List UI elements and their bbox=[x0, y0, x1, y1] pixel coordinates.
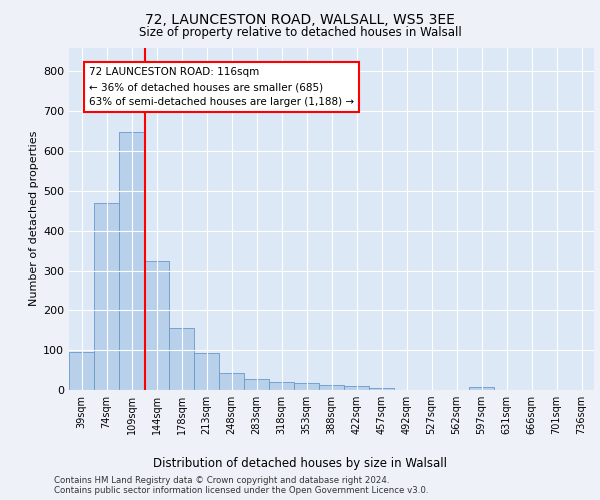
Text: Distribution of detached houses by size in Walsall: Distribution of detached houses by size … bbox=[153, 458, 447, 470]
Bar bbox=[244, 379, 269, 390]
Bar bbox=[219, 374, 244, 390]
Bar bbox=[69, 352, 94, 390]
Bar bbox=[144, 260, 169, 390]
Bar bbox=[169, 328, 194, 390]
Text: 72, LAUNCESTON ROAD, WALSALL, WS5 3EE: 72, LAUNCESTON ROAD, WALSALL, WS5 3EE bbox=[145, 12, 455, 26]
Bar bbox=[369, 388, 394, 390]
Bar bbox=[344, 386, 369, 390]
Bar bbox=[94, 203, 119, 390]
Text: Contains HM Land Registry data © Crown copyright and database right 2024.: Contains HM Land Registry data © Crown c… bbox=[54, 476, 389, 485]
Y-axis label: Number of detached properties: Number of detached properties bbox=[29, 131, 39, 306]
Text: 72 LAUNCESTON ROAD: 116sqm
← 36% of detached houses are smaller (685)
63% of sem: 72 LAUNCESTON ROAD: 116sqm ← 36% of deta… bbox=[89, 68, 354, 107]
Text: Contains public sector information licensed under the Open Government Licence v3: Contains public sector information licen… bbox=[54, 486, 428, 495]
Bar bbox=[119, 132, 144, 390]
Bar bbox=[194, 353, 219, 390]
Bar bbox=[294, 383, 319, 390]
Bar bbox=[319, 385, 344, 390]
Bar bbox=[469, 387, 494, 390]
Bar bbox=[269, 382, 294, 390]
Text: Size of property relative to detached houses in Walsall: Size of property relative to detached ho… bbox=[139, 26, 461, 39]
